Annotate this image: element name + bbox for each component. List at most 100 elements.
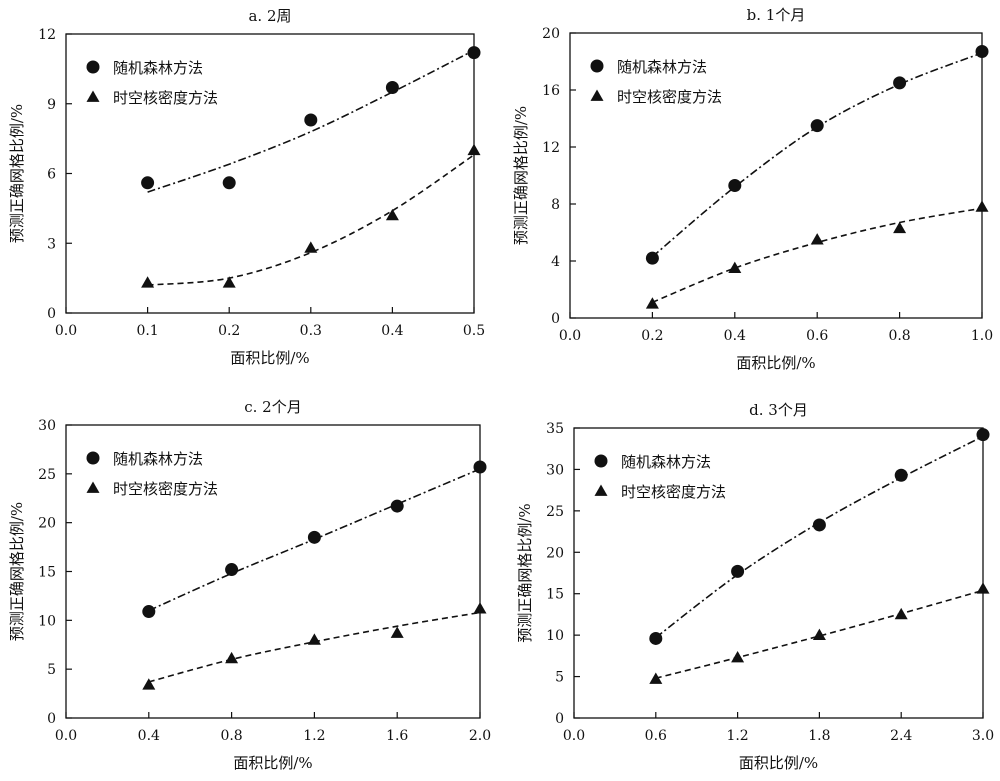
x-tick-label: 3.0 [972,728,994,744]
x-tick-label: 0.6 [806,328,828,344]
chart-svg: d. 3个月 0.0 0.6 1.2 1.8 2.4 3.0 0 5 10 15 20 25 30 35 面积… [516,401,994,772]
data-point [893,76,907,90]
x-tick-label: 1.8 [808,728,830,744]
y-tick-label: 20 [542,26,560,42]
x-axis-title: 面积比例/% [230,349,309,367]
legend-marker [86,60,100,74]
y-tick-label: 6 [47,167,56,183]
data-point [812,518,826,532]
data-point [728,178,742,192]
data-point [142,678,156,690]
data-point [976,582,990,594]
chart-panel-c: c. 2个月 0.0 0.4 0.8 1.2 1.6 2.0 0 5 10 15 20 25 30 面积比例… [0,388,500,777]
chart-svg: a. 2周 0.0 0.1 0.2 0.3 0.4 0.5 0 3 6 9 12 面积比例/% 预测正确网… [8,7,485,367]
x-tick-label: 0.8 [888,328,910,344]
data-point [810,119,824,133]
y-tick-label: 5 [555,670,564,686]
data-point [731,564,745,578]
data-point [975,200,989,212]
data-point [142,605,156,619]
y-tick-label: 20 [546,545,564,561]
data-point [467,46,481,60]
data-point [976,428,990,442]
y-axis-title: 预测正确网格比例/% [516,503,534,642]
legend-label: 时空核密度方法 [113,480,218,498]
y-tick-label: 9 [47,97,56,113]
x-tick-label: 0.5 [463,323,485,339]
data-point [225,563,239,577]
y-axis-title: 预测正确网格比例/% [512,106,530,245]
legend-label: 随机森林方法 [113,59,203,77]
chart-title: a. 2周 [248,7,291,25]
plot-frame [65,424,481,719]
y-tick-label: 5 [47,662,56,678]
legend-marker [590,89,604,101]
data-point [645,297,659,309]
y-tick-label: 10 [546,628,564,644]
data-point [385,80,399,94]
y-tick-label: 12 [542,140,560,156]
x-tick-label: 0.3 [300,323,322,339]
y-tick-label: 16 [542,83,560,99]
legend-label: 时空核密度方法 [617,88,722,106]
y-tick-label: 30 [546,462,564,478]
chart-panel-b: b. 1个月 0.0 0.2 0.4 0.6 0.8 1.0 0 4 8 12 16 20 面积比例/% 预… [500,0,1000,388]
x-axis-title: 面积比例/% [736,354,815,372]
data-point [812,628,826,641]
legend-marker [594,484,608,496]
y-axis-title: 预测正确网格比例/% [8,104,26,243]
x-tick-label: 0.4 [381,323,403,339]
legend-marker [86,451,100,465]
data-point [307,530,321,544]
data-point [473,602,487,614]
data-point [649,672,663,684]
data-point [728,261,742,273]
x-tick-label: 0.0 [559,328,581,344]
data-point [975,45,989,59]
data-point [304,241,318,253]
series-kernel-density [649,582,990,684]
legend-label: 随机森林方法 [621,453,711,471]
data-point [473,460,487,474]
x-tick-label: 0.0 [55,728,77,744]
legend-marker [590,59,604,73]
x-tick-label: 0.4 [138,728,160,744]
y-tick-label: 25 [546,504,564,520]
data-point [467,143,481,156]
chart-svg: b. 1个月 0.0 0.2 0.4 0.6 0.8 1.0 0 4 8 12 16 20 面积比例/% 预… [512,6,993,372]
x-tick-label: 0.1 [136,323,158,339]
data-point [649,631,663,645]
series-random-forest [142,460,487,619]
legend-label: 随机森林方法 [617,58,707,76]
x-tick-label: 0.2 [218,323,240,339]
y-tick-label: 25 [38,467,56,483]
data-point [222,276,236,288]
y-tick-label: 10 [38,613,56,629]
x-tick-label: 1.2 [726,728,748,744]
fit-line [147,49,475,193]
x-tick-label: 0.0 [55,323,77,339]
fit-line [147,154,475,286]
series-kernel-density [141,143,481,288]
y-tick-label: 12 [38,27,56,43]
y-tick-label: 4 [551,254,560,270]
x-tick-label: 1.6 [386,728,408,744]
legend-marker [86,90,100,102]
data-point [141,276,155,288]
chart-panel-d: d. 3个月 0.0 0.6 1.2 1.8 2.4 3.0 0 5 10 15 20 25 30 35 面积… [500,388,1000,777]
x-tick-label: 1.2 [303,728,325,744]
y-tick-label: 0 [47,711,56,727]
series-kernel-density [142,602,487,690]
y-tick-label: 35 [546,421,564,437]
data-point [390,626,404,638]
series-random-forest [649,428,990,645]
fit-line [651,52,983,258]
data-point [645,251,659,265]
x-tick-label: 0.4 [724,328,746,344]
x-tick-label: 0.0 [563,728,585,744]
